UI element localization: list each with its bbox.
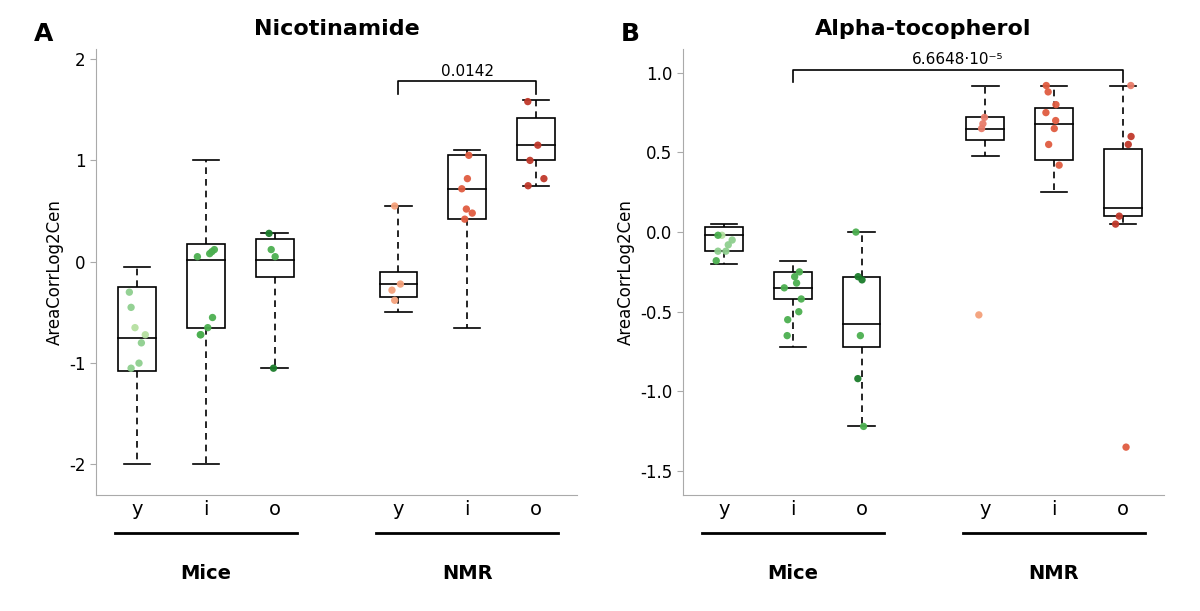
Point: [528, 141, 547, 150]
Point: [1038, 87, 1057, 97]
Point: [722, 235, 742, 245]
Point: [852, 275, 871, 285]
Point: [455, 214, 474, 224]
Point: [1046, 100, 1066, 109]
Point: [203, 313, 222, 323]
Point: [1110, 211, 1129, 221]
FancyBboxPatch shape: [187, 244, 224, 327]
Text: NMR: NMR: [442, 564, 492, 583]
Point: [708, 246, 727, 256]
Point: [1106, 219, 1126, 229]
Point: [132, 338, 151, 348]
Text: B: B: [620, 22, 640, 46]
FancyBboxPatch shape: [379, 272, 418, 297]
Point: [191, 330, 210, 340]
Point: [385, 295, 404, 305]
Point: [203, 247, 222, 257]
Point: [121, 302, 140, 312]
Point: [719, 240, 738, 250]
FancyBboxPatch shape: [774, 272, 811, 299]
Point: [121, 364, 140, 373]
Point: [264, 364, 283, 373]
Point: [1046, 115, 1066, 125]
Point: [974, 112, 994, 122]
Point: [463, 208, 482, 218]
FancyBboxPatch shape: [517, 118, 554, 160]
Point: [188, 252, 208, 262]
Title: Alpha-tocopherol: Alpha-tocopherol: [815, 19, 1032, 39]
Point: [518, 97, 538, 106]
Point: [460, 150, 479, 160]
Point: [534, 174, 553, 183]
Point: [848, 374, 868, 384]
Point: [125, 323, 144, 332]
Point: [775, 283, 794, 293]
Point: [848, 272, 868, 282]
Point: [391, 279, 410, 289]
Point: [458, 174, 478, 183]
Point: [259, 229, 278, 238]
Point: [854, 422, 874, 431]
Point: [790, 267, 809, 277]
Point: [262, 244, 281, 254]
Point: [521, 155, 540, 165]
Point: [785, 272, 804, 282]
Y-axis label: AreaCorrLog2Cen: AreaCorrLog2Cen: [617, 199, 635, 345]
Point: [1045, 123, 1064, 133]
Point: [778, 331, 797, 340]
Text: 0.0142: 0.0142: [440, 64, 493, 79]
Point: [265, 252, 284, 262]
Point: [1116, 442, 1135, 452]
Point: [1121, 81, 1140, 90]
Point: [1037, 108, 1056, 117]
FancyBboxPatch shape: [706, 227, 743, 251]
FancyBboxPatch shape: [119, 287, 156, 371]
Point: [778, 315, 797, 324]
Point: [452, 184, 472, 194]
Point: [851, 331, 870, 340]
Point: [198, 323, 217, 332]
Point: [385, 201, 404, 211]
FancyBboxPatch shape: [1104, 149, 1141, 216]
Point: [787, 278, 806, 288]
Point: [457, 204, 476, 214]
Point: [205, 244, 224, 254]
Text: NMR: NMR: [1028, 564, 1079, 583]
Point: [970, 310, 989, 320]
Point: [383, 285, 402, 295]
Point: [790, 307, 809, 316]
FancyBboxPatch shape: [966, 117, 1004, 140]
Point: [1122, 131, 1141, 141]
Text: Mice: Mice: [767, 564, 818, 583]
Point: [1037, 81, 1056, 90]
Text: 6.6648·10⁻⁵: 6.6648·10⁻⁵: [912, 52, 1003, 67]
FancyBboxPatch shape: [256, 240, 294, 277]
Point: [972, 123, 991, 133]
Point: [1118, 139, 1138, 149]
Point: [130, 358, 149, 368]
Point: [200, 249, 220, 258]
Title: Nicotinamide: Nicotinamide: [253, 19, 420, 39]
Point: [1039, 139, 1058, 149]
Point: [136, 330, 155, 340]
Point: [707, 256, 726, 266]
Point: [708, 230, 727, 240]
Point: [713, 230, 732, 240]
Point: [191, 330, 210, 340]
FancyBboxPatch shape: [1036, 108, 1073, 160]
Text: Mice: Mice: [180, 564, 232, 583]
Point: [973, 119, 992, 129]
Point: [716, 246, 736, 256]
FancyBboxPatch shape: [449, 155, 486, 219]
Point: [120, 287, 139, 297]
Y-axis label: AreaCorrLog2Cen: AreaCorrLog2Cen: [46, 199, 64, 345]
Point: [518, 181, 538, 191]
Point: [792, 294, 811, 304]
Text: A: A: [34, 22, 53, 46]
Point: [1050, 160, 1069, 170]
Point: [846, 227, 865, 237]
FancyBboxPatch shape: [842, 277, 881, 347]
